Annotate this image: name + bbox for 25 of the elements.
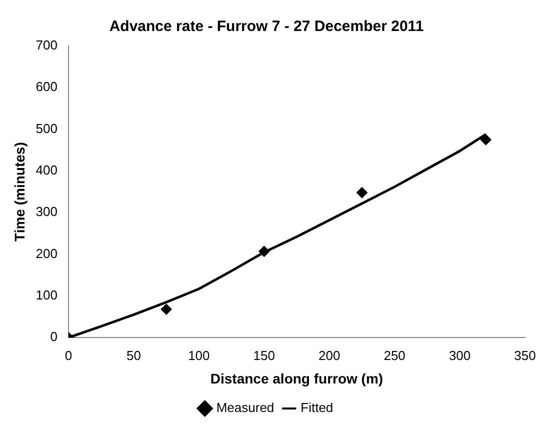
x-tick-label: 150 (253, 348, 275, 363)
y-axis-title: Time (minutes) (11, 142, 28, 242)
x-tick-label: 100 (188, 348, 210, 363)
point (356, 187, 368, 198)
point (160, 304, 172, 315)
y-tick-label: 400 (36, 162, 58, 178)
x-tick-label: 250 (384, 348, 406, 363)
legend-label: Measured (216, 400, 274, 416)
x-tick-label: 50 (126, 348, 141, 363)
point (480, 134, 492, 146)
chart-title: Advance rate - Furrow 7 - 27 December 2011 (109, 18, 424, 36)
y-tick-label: 600 (36, 79, 58, 94)
y-tick-label: 200 (36, 246, 58, 261)
y-tick-label: 300 (36, 204, 58, 220)
point (258, 246, 270, 257)
legend-label: Fitted (300, 400, 334, 416)
x-axis-title: Distance along furrow (m) (210, 370, 384, 386)
x-tick-label: 300 (448, 348, 471, 363)
x-tick-label: 200 (318, 348, 340, 363)
y-tick-label: 0 (50, 329, 58, 344)
y-tick-label: 100 (36, 288, 58, 303)
y-tick-label: 500 (36, 120, 58, 136)
x-tick-label: 350 (514, 348, 536, 363)
y-tick-label: 700 (36, 38, 58, 53)
x-tick-label: 0 (64, 348, 72, 363)
